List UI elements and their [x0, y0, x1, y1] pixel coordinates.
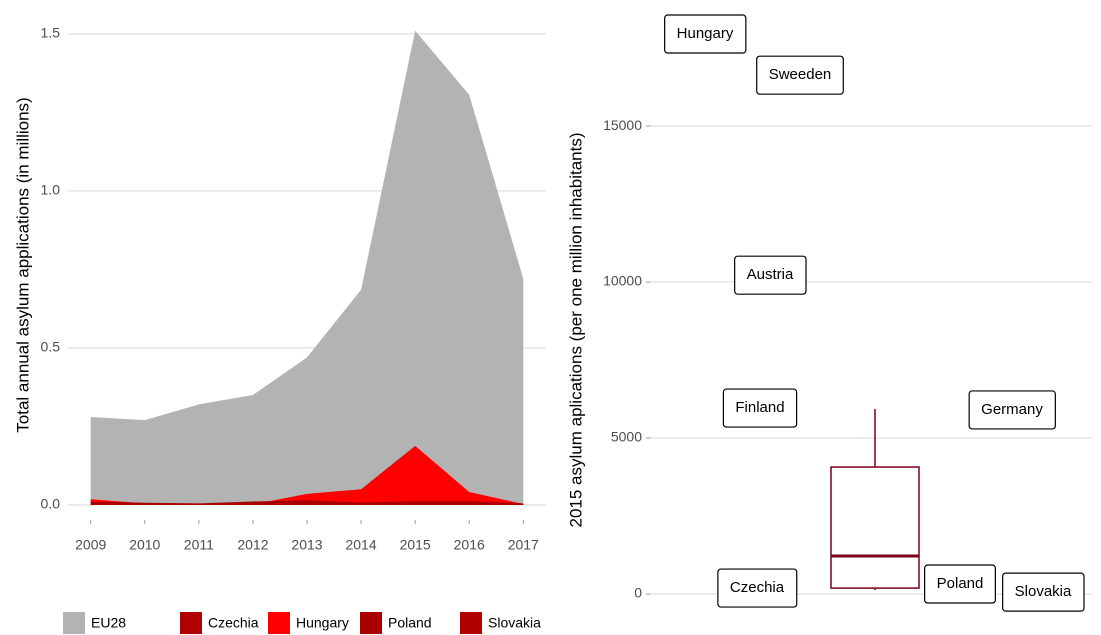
point-label: Czechia	[730, 579, 785, 596]
y-tick-label: 0	[634, 585, 642, 601]
point-label: Finland	[735, 399, 784, 416]
area	[90, 445, 524, 505]
point-label: Slovakia	[1015, 583, 1072, 600]
legend-label: Slovakia	[488, 615, 541, 631]
legend-label: Poland	[388, 615, 432, 631]
y-tick-label: 10000	[603, 273, 642, 289]
y-tick-label: 1.5	[41, 25, 61, 41]
area	[90, 30, 524, 505]
label-box	[968, 390, 1056, 430]
label-box	[1002, 572, 1085, 612]
x-tick-label: 2012	[237, 537, 268, 553]
label-box	[717, 568, 798, 608]
box	[830, 466, 920, 589]
y-tick-label: 15000	[603, 117, 642, 133]
x-tick-label: 2015	[400, 537, 431, 553]
legend-swatch	[63, 612, 85, 634]
y-tick-label: 0.0	[41, 496, 61, 512]
legend-label: Hungary	[296, 615, 349, 631]
label-box	[734, 255, 807, 295]
y-tick-label: 1.0	[41, 182, 61, 198]
x-tick-label: 2017	[508, 537, 539, 553]
x-tick-label: 2016	[454, 537, 485, 553]
legend-swatch	[360, 612, 382, 634]
legend-label: Czechia	[208, 615, 259, 631]
legend-swatch	[268, 612, 290, 634]
x-tick-label: 2014	[345, 537, 376, 553]
label-box	[756, 55, 844, 95]
y-axis-title: Total annual asylum applications (in mil…	[13, 97, 32, 432]
label-box	[664, 14, 747, 54]
y-tick-label: 0.5	[41, 339, 61, 355]
legend-swatch	[460, 612, 482, 634]
label-box	[924, 564, 996, 604]
point-label: Germany	[981, 401, 1043, 418]
label-box	[722, 388, 798, 428]
legend-swatch	[180, 612, 202, 634]
point-label: Austria	[747, 266, 794, 283]
y-tick-label: 5000	[611, 429, 642, 445]
area	[90, 500, 524, 505]
x-tick-label: 2013	[291, 537, 322, 553]
point-label: Hungary	[677, 25, 734, 42]
point-label: Poland	[937, 575, 984, 592]
x-tick-label: 2009	[75, 537, 106, 553]
legend-label: EU28	[91, 615, 126, 631]
y-axis-title: 2015 asylum aplications (per one million…	[566, 133, 585, 528]
point-label: Sweeden	[769, 66, 832, 83]
x-tick-label: 2010	[129, 537, 160, 553]
x-tick-label: 2011	[184, 537, 214, 553]
